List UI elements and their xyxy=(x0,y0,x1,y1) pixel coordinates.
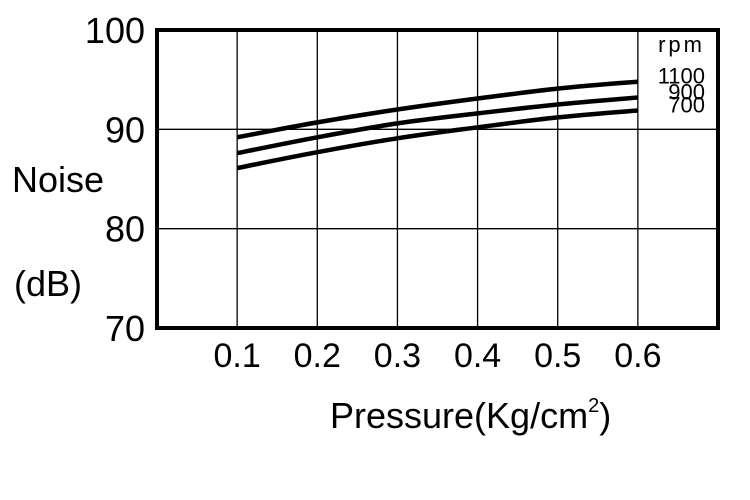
x-axis-label-tail: ) xyxy=(599,395,611,436)
y-tick-label-80: 80 xyxy=(105,209,145,250)
x-tick-label-0.3: 0.3 xyxy=(374,337,421,375)
y-tick-label-70: 70 xyxy=(105,308,145,349)
x-tick-label-0.2: 0.2 xyxy=(294,337,341,375)
y-axis-label-line2: (dB) xyxy=(14,263,82,304)
y-tick-label-100: 100 xyxy=(85,10,145,51)
series-line-1100-rpm xyxy=(236,79,639,140)
legend-label-700: 700 xyxy=(668,92,705,117)
x-axis-label-superscript: 2 xyxy=(588,395,599,417)
legend-label-1100: 1100 xyxy=(658,64,705,89)
y-tick-label-90: 90 xyxy=(105,109,145,150)
x-axis-label-main: Pressure(Kg/cm xyxy=(330,395,588,436)
series-layer xyxy=(236,79,639,171)
y-tick-labels: 70 80 90 100 xyxy=(85,10,145,349)
series-line-700-rpm xyxy=(236,108,639,171)
grid-lines xyxy=(157,30,718,328)
x-tick-labels: 0.1 0.2 0.3 0.4 0.5 0.6 xyxy=(214,337,662,375)
legend-label-900: 900 xyxy=(668,80,705,105)
x-axis-label: Pressure(Kg/cm2) xyxy=(330,395,611,436)
legend-title: rpm xyxy=(658,32,705,57)
x-tick-label-0.1: 0.1 xyxy=(214,337,261,375)
x-tick-label-0.6: 0.6 xyxy=(614,337,661,375)
x-tick-label-0.5: 0.5 xyxy=(534,337,581,375)
y-axis-label-line1: Noise xyxy=(12,159,104,200)
plot-frame xyxy=(155,28,720,330)
series-line-900-rpm xyxy=(236,95,639,156)
x-tick-label-0.4: 0.4 xyxy=(454,337,501,375)
